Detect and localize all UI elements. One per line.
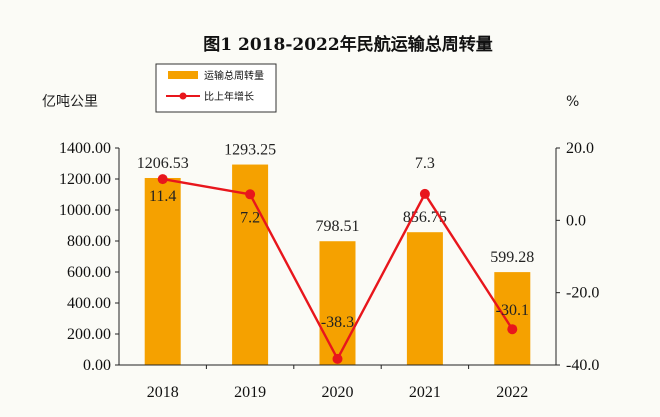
bar-data-label: 798.51 [316,218,360,235]
chart-title: 图1 2018-2022年民航运输总周转量 [203,34,492,55]
x-tick-label: 2019 [234,384,266,401]
line-point [419,188,430,199]
left-tick-label: 1000.00 [59,202,111,219]
right-axis-unit: % [566,94,579,110]
right-tick-label: 20.0 [566,140,594,157]
right-axis: -40.0 -20.0 0.0 20.0 [555,140,599,374]
left-tick-label: 1400.00 [59,140,111,157]
bar [406,232,443,365]
line-point [157,174,168,185]
line-point [507,324,518,335]
legend-line-label: 比上年增长 [204,90,254,103]
bar-data-label: 1206.53 [137,155,189,172]
line-data-label: -30.1 [496,302,529,319]
bar [319,241,356,365]
line-data-label: 7.2 [240,209,260,226]
bar-data-label: 599.28 [490,249,534,266]
legend-bar-label: 运输总周转量 [204,69,264,82]
x-tick-label: 2018 [147,384,179,401]
line-point [245,189,256,200]
left-axis: 0.00 200.00 400.00 600.00 800.00 1000.00 1200.… [59,140,120,374]
x-tick-label: 2020 [322,384,354,401]
bar [144,177,181,365]
x-tick-label: 2021 [409,384,441,401]
line-data-label: 11.4 [149,188,176,205]
left-tick-label: 600.00 [67,264,111,281]
legend-bar-swatch [168,71,198,79]
left-tick-label: 1200.00 [59,171,111,188]
right-tick-label: 0.0 [566,212,586,229]
left-tick-label: 0.00 [83,357,111,374]
x-tick-label: 2022 [496,384,528,401]
left-axis-unit: 亿吨公里 [42,94,98,110]
left-tick-label: 400.00 [67,295,111,312]
line-series: 11.4 7.2 -38.3 7.3 -30.1 [149,155,529,364]
left-tick-label: 200.00 [67,326,111,343]
bar [494,272,531,365]
line-point [332,353,343,364]
line-data-label: -38.3 [321,314,354,331]
left-tick-label: 800.00 [67,233,111,250]
right-tick-label: -40.0 [566,357,599,374]
line-data-label: 7.3 [415,155,435,172]
legend-line-marker [179,92,187,100]
bar-data-label: 1293.25 [224,142,276,159]
legend: 运输总周转量 比上年增长 [155,63,277,113]
x-axis: 2018 2019 2020 2021 2022 [119,364,556,401]
right-tick-label: -20.0 [566,285,599,302]
